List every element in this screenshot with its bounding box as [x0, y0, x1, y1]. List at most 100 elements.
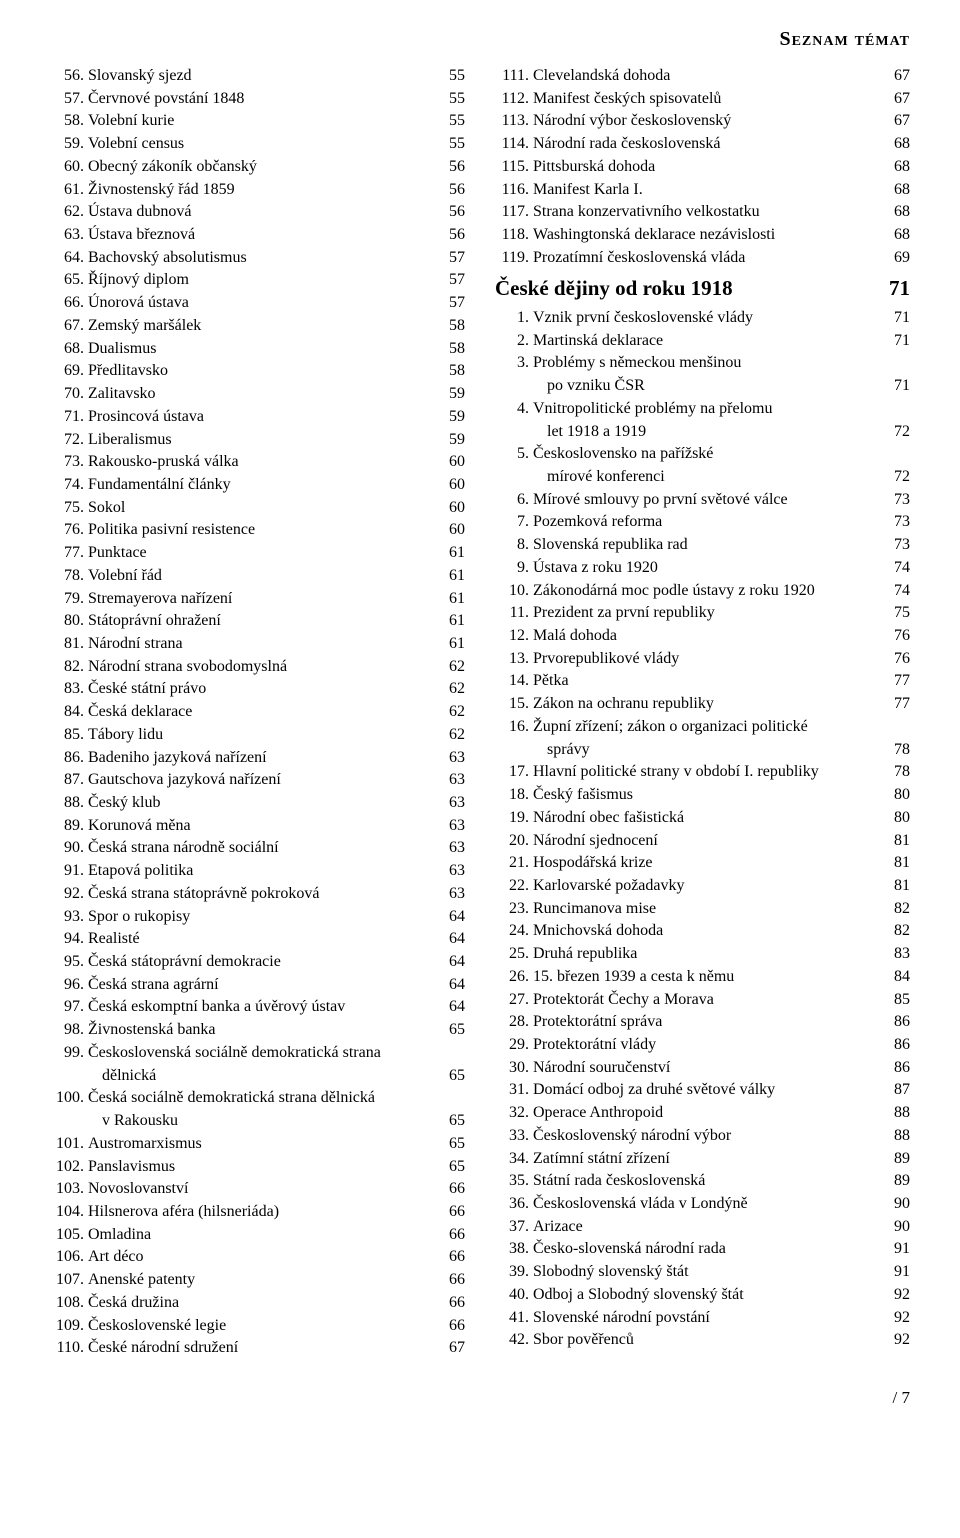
entry-title: Zákon na ochranu republiky	[533, 693, 876, 716]
entry-number: 89.	[50, 815, 84, 838]
entry-number: 21.	[495, 852, 529, 875]
toc-entry: 12. Malá dohoda76	[495, 625, 910, 648]
toc-entry: 30. Národní souručenství86	[495, 1057, 910, 1080]
entry-number: 4.	[495, 398, 529, 421]
entry-title: Volební řád	[88, 565, 431, 588]
toc-entry: 63. Ústava březnová56	[50, 224, 465, 247]
entry-title: Liberalismus	[88, 429, 431, 452]
entry-title: Odboj a Slobodný slovenský štát	[533, 1284, 876, 1307]
entry-title: Živnostenská banka	[88, 1019, 431, 1042]
entry-number: 81.	[50, 633, 84, 656]
entry-page: 80	[876, 807, 910, 830]
entry-title: Prvorepublikové vlády	[533, 648, 876, 671]
entry-page: 71	[876, 330, 910, 353]
entry-number: 57.	[50, 88, 84, 111]
toc-entry: 14. Pětka77	[495, 670, 910, 693]
entry-number: 38.	[495, 1238, 529, 1261]
entry-number: 7.	[495, 511, 529, 534]
entry-number: 2.	[495, 330, 529, 353]
toc-entry: 62. Ústava dubnová56	[50, 201, 465, 224]
toc-entry: 26. 15. březen 1939 a cesta k němu84	[495, 966, 910, 989]
toc-entry: 8. Slovenská republika rad73	[495, 534, 910, 557]
entry-number: 103.	[50, 1178, 84, 1201]
entry-title: Druhá republika	[533, 943, 876, 966]
entry-page: 66	[431, 1246, 465, 1269]
toc-entry: 84. Česká deklarace62	[50, 701, 465, 724]
entry-page: 63	[431, 792, 465, 815]
entry-title: Washingtonská deklarace nezávislosti	[533, 224, 876, 247]
entry-title: Spor o rukopisy	[88, 906, 431, 929]
toc-entry: 103. Novoslovanství66	[50, 1178, 465, 1201]
entry-title: Prozatímní československá vláda	[533, 247, 876, 270]
entry-page: 63	[431, 815, 465, 838]
entry-number: 92.	[50, 883, 84, 906]
entry-number: 82.	[50, 656, 84, 679]
entry-number: 22.	[495, 875, 529, 898]
entry-page: 85	[876, 989, 910, 1012]
toc-entry: 10. Zákonodárná moc podle ústavy z roku …	[495, 580, 910, 603]
toc-entry: 113. Národní výbor československý67	[495, 110, 910, 133]
toc-entry: 77. Punktace61	[50, 542, 465, 565]
toc-entry: 56. Slovanský sjezd55	[50, 65, 465, 88]
entry-page: 71	[876, 375, 910, 398]
entry-title: Župní zřízení; zákon o organizaci politi…	[533, 716, 876, 739]
toc-entry: 61. Živnostenský řád 185956	[50, 179, 465, 202]
toc-entry: 115. Pittsburská dohoda68	[495, 156, 910, 179]
entry-number: 117.	[495, 201, 529, 224]
entry-page: 78	[876, 761, 910, 784]
entry-title: Národní souručenství	[533, 1057, 876, 1080]
entry-number: 79.	[50, 588, 84, 611]
entry-page: 64	[431, 906, 465, 929]
entry-page: 68	[876, 179, 910, 202]
entry-number: 104.	[50, 1201, 84, 1224]
entry-number: 108.	[50, 1292, 84, 1315]
entry-page: 73	[876, 511, 910, 534]
entry-page: 61	[431, 588, 465, 611]
toc-entry: 37. Arizace90	[495, 1216, 910, 1239]
entry-number: 107.	[50, 1269, 84, 1292]
entry-page: 65	[431, 1065, 465, 1088]
entry-title: Problémy s německou menšinou	[533, 352, 876, 375]
entry-title-cont: v Rakousku	[102, 1110, 431, 1133]
toc-entry: 16. Župní zřízení; zákon o organizaci po…	[495, 716, 910, 739]
toc-entry: 94. Realisté64	[50, 928, 465, 951]
entry-page: 72	[876, 421, 910, 444]
toc-entry: 97. Česká eskomptní banka a úvěrový ústa…	[50, 996, 465, 1019]
entry-title: Badeniho jazyková nařízení	[88, 747, 431, 770]
entry-number: 29.	[495, 1034, 529, 1057]
entry-number: 8.	[495, 534, 529, 557]
toc-entry: 85. Tábory lidu62	[50, 724, 465, 747]
entry-page: 55	[431, 65, 465, 88]
toc-entry: 76. Politika pasivní resistence60	[50, 519, 465, 542]
entry-number: 105.	[50, 1224, 84, 1247]
entry-title: Pětka	[533, 670, 876, 693]
toc-entry: 4. Vnitropolitické problémy na přelomu	[495, 398, 910, 421]
entry-page: 92	[876, 1307, 910, 1330]
entry-number: 77.	[50, 542, 84, 565]
entry-page: 82	[876, 898, 910, 921]
toc-entry-continuation: v Rakousku65	[50, 1110, 465, 1133]
entry-page: 59	[431, 429, 465, 452]
entry-number: 17.	[495, 761, 529, 784]
entry-page: 68	[876, 201, 910, 224]
toc-entry: 119. Prozatímní československá vláda69	[495, 247, 910, 270]
toc-entry-continuation: mírové konferenci72	[495, 466, 910, 489]
toc-entry: 86. Badeniho jazyková nařízení63	[50, 747, 465, 770]
toc-entry: 6. Mírové smlouvy po první světové válce…	[495, 489, 910, 512]
toc-entry: 117. Strana konzervativního velkostatku6…	[495, 201, 910, 224]
entry-number: 118.	[495, 224, 529, 247]
entry-number: 60.	[50, 156, 84, 179]
entry-page: 88	[876, 1102, 910, 1125]
entry-title: Mnichovská dohoda	[533, 920, 876, 943]
entry-title: Zalitavsko	[88, 383, 431, 406]
entry-number: 109.	[50, 1315, 84, 1338]
entry-page: 81	[876, 830, 910, 853]
entry-title: Slobodný slovenský štát	[533, 1261, 876, 1284]
entry-page: 71	[876, 307, 910, 330]
entry-page: 61	[431, 542, 465, 565]
entry-page: 83	[876, 943, 910, 966]
entry-title: Volební census	[88, 133, 431, 156]
entry-page: 92	[876, 1284, 910, 1307]
entry-number: 69.	[50, 360, 84, 383]
entry-number: 76.	[50, 519, 84, 542]
